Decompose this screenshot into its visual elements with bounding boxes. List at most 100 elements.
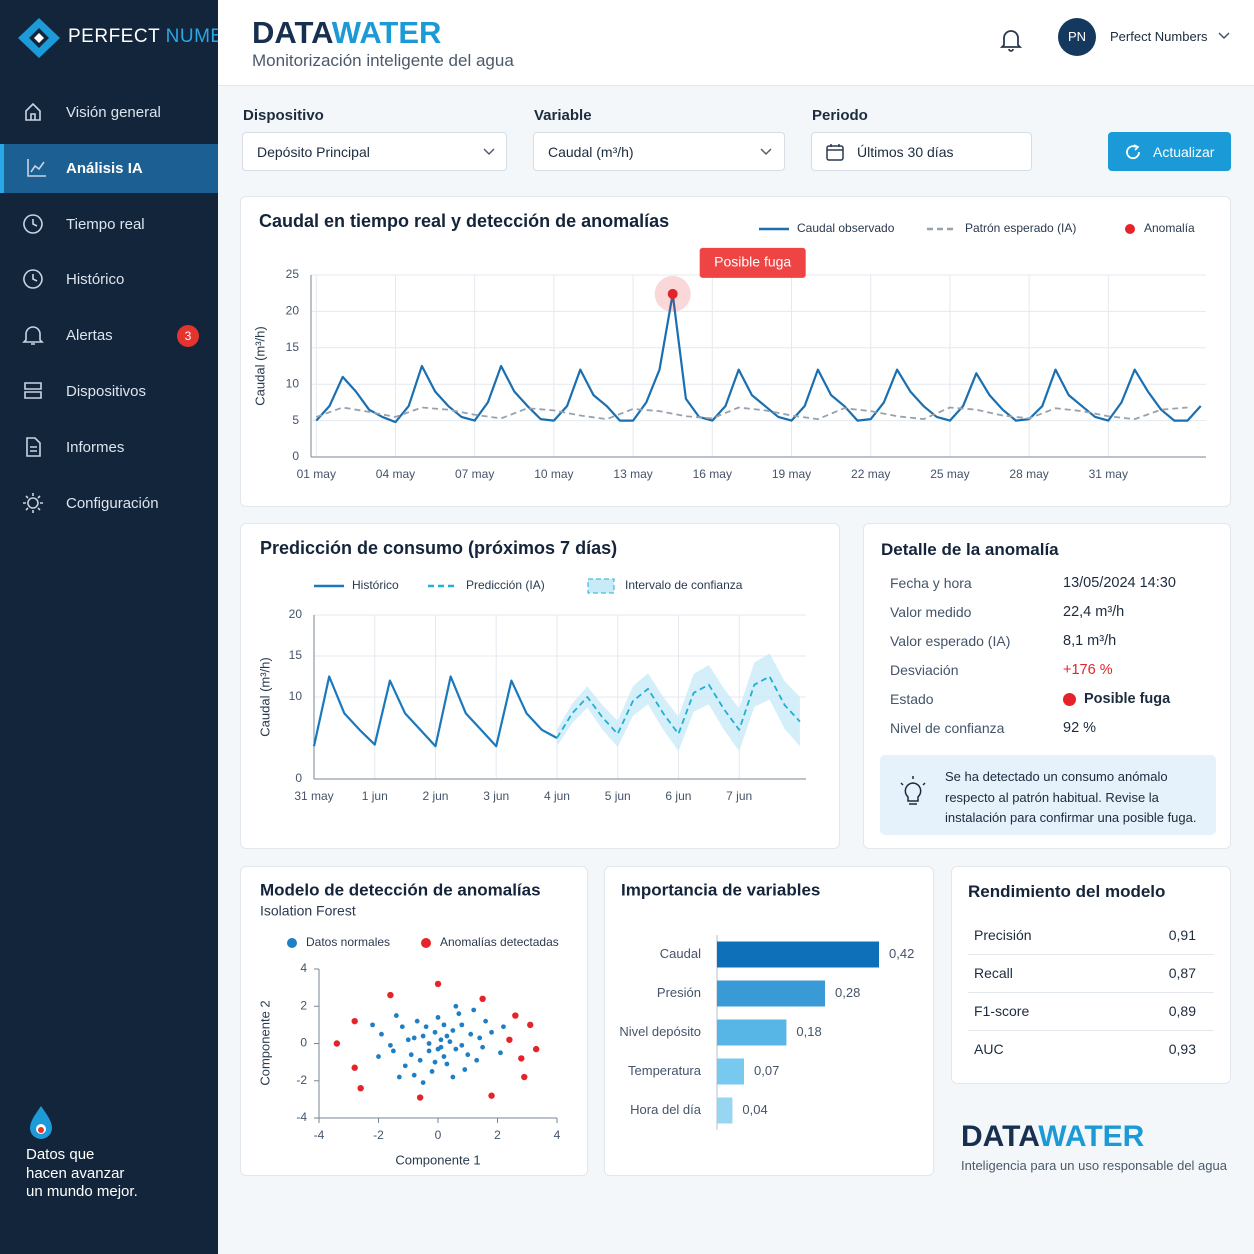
data-point — [462, 1067, 468, 1072]
chevron — [760, 148, 772, 155]
note-text: Se ha detectado un consumo anómalo respe… — [945, 769, 1197, 825]
data-point — [423, 1024, 429, 1030]
period-select[interactable]: Últimos 30 días — [811, 132, 1032, 171]
brand-logo — [18, 18, 60, 58]
legend-label: Datos normales — [306, 935, 390, 949]
y-axis-label: Componente 2 — [257, 1000, 272, 1085]
data-point — [390, 1048, 396, 1054]
nav-item[interactable]: Análisis IA — [0, 143, 218, 193]
icon-shape — [23, 492, 43, 513]
row-divider — [968, 954, 1214, 955]
data-point — [399, 1024, 405, 1030]
nav-item[interactable]: Visión general — [0, 88, 218, 137]
category-label: Caudal — [660, 946, 701, 961]
nav-item[interactable]: Histórico — [0, 255, 218, 304]
bulb-icon — [900, 776, 926, 805]
value-label: 0,18 — [796, 1024, 821, 1039]
nav-label: Dispositivos — [66, 383, 147, 400]
x-tick-label: 01 may — [297, 467, 336, 481]
filter-label: Variable — [534, 107, 592, 124]
data-point — [453, 1046, 459, 1052]
app-title-second: WATER — [331, 15, 442, 50]
annotation-label: Posible fuga — [714, 254, 791, 270]
data-point — [420, 1080, 426, 1086]
forecast-chart: Predicción de consumo (próximos 7 días) 0… — [257, 538, 806, 803]
data-point — [474, 1057, 480, 1063]
x-tick-label: 13 may — [613, 467, 652, 481]
importance-chart: Importancia de variables Caudal 0,42 Presió… — [619, 880, 914, 1130]
tagline: Datos que hacen avanzar un mundo mejor. — [26, 1146, 138, 1202]
user-name[interactable]: Perfect Numbers — [1110, 29, 1208, 44]
filter-value: Últimos 30 días — [857, 143, 954, 160]
realtime-panel: Caudal en tiempo real y detección de ano… — [240, 196, 1231, 507]
detail-label: Estado — [890, 691, 934, 707]
data-point — [432, 1029, 438, 1035]
x-tick-label: 22 may — [851, 467, 890, 481]
device-select[interactable]: Depósito Principal — [242, 132, 507, 171]
data-point — [370, 1022, 375, 1028]
series-line — [315, 406, 1188, 421]
x-tick-label: 0 — [435, 1128, 442, 1142]
detail-value: 22,4 m³/h — [1063, 604, 1125, 620]
category-label: Presión — [657, 985, 701, 1000]
icon-shape — [23, 213, 43, 234]
x-tick-label: -4 — [314, 1128, 325, 1142]
data-point — [468, 1031, 474, 1037]
data-point — [417, 1057, 423, 1063]
legend-label: Anomalía — [1144, 221, 1195, 235]
y-tick-label: 5 — [292, 413, 299, 427]
x-tick-label: 31 may — [1089, 467, 1128, 481]
value-label: 0,07 — [754, 1063, 779, 1078]
x-tick-label: 7 jun — [726, 789, 752, 803]
anomaly-point — [351, 1064, 358, 1071]
tagline-line: Datos que — [26, 1146, 95, 1163]
detail-value: 8,1 m³/h — [1063, 633, 1117, 649]
data-point — [450, 1028, 456, 1033]
data-point — [477, 1035, 483, 1041]
tagline-line: hacen avanzar — [26, 1164, 125, 1182]
row-divider — [968, 1030, 1214, 1031]
nav-label: Visión general — [66, 104, 161, 121]
footer-brand-first: DATA — [961, 1120, 1039, 1153]
nav-icon — [23, 492, 43, 513]
category-label: Temperatura — [628, 1063, 702, 1078]
refresh-button[interactable]: Actualizar — [1108, 132, 1231, 171]
data-point — [438, 1037, 444, 1043]
x-tick-label: 5 jun — [605, 789, 631, 803]
bar — [717, 941, 879, 968]
legend-swatch — [587, 578, 615, 594]
filter-label: Dispositivo — [243, 107, 324, 124]
anomaly-point — [527, 1021, 534, 1029]
metric-label: Precisión — [974, 927, 1032, 943]
metric-value: 0,91 — [1168, 927, 1196, 943]
data-point — [450, 1074, 456, 1080]
nav-label: Alertas — [66, 327, 113, 345]
y-tick-label: -2 — [296, 1073, 307, 1087]
bar — [717, 980, 825, 1007]
nav-label: Configuración — [66, 494, 159, 512]
user-menu-chevron[interactable] — [1218, 32, 1230, 40]
variable-select[interactable]: Caudal (m³/h) — [533, 132, 785, 171]
nav-item[interactable]: Dispositivos — [0, 367, 218, 416]
legend-label: Intervalo de confianza — [625, 578, 743, 592]
nav-item[interactable]: Configuración — [0, 479, 218, 528]
y-tick-label: 20 — [286, 304, 300, 318]
nav-item[interactable]: Alertas 3 — [0, 311, 218, 360]
y-tick-label: 25 — [286, 267, 300, 281]
y-tick-label: 15 — [286, 340, 300, 354]
avatar[interactable]: PN — [1058, 18, 1096, 56]
nav-item[interactable]: Informes — [0, 423, 218, 472]
x-tick-label: 4 — [554, 1128, 561, 1142]
data-point — [402, 1063, 408, 1069]
bar — [717, 1019, 787, 1046]
notifications-button[interactable] — [1000, 28, 1022, 52]
data-point — [408, 1052, 414, 1058]
footer-brand: DATAWATER — [961, 1120, 1144, 1154]
nav-item[interactable]: Tiempo real — [0, 200, 218, 249]
tagline-line: un mundo mejor. — [26, 1183, 138, 1200]
data-point — [414, 1018, 420, 1024]
data-point — [459, 1022, 465, 1028]
legend-label: Patrón esperado (IA) — [965, 221, 1076, 235]
anomaly-point — [512, 1012, 519, 1019]
nav-icon — [22, 326, 44, 345]
